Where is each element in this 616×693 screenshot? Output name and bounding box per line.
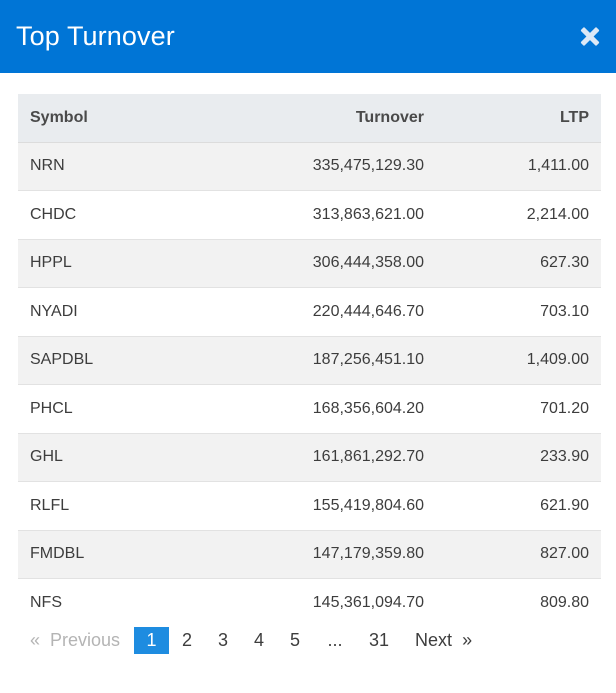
cell-turnover: 155,419,804.60: [312, 496, 424, 514]
cell-symbol: NRN: [30, 157, 65, 175]
page-2-button[interactable]: 2: [182, 629, 193, 650]
page-5-button[interactable]: 5: [290, 629, 301, 650]
cell-turnover: 313,863,621.00: [312, 205, 424, 223]
next-page-button[interactable]: Next »: [415, 630, 472, 651]
page-3-button[interactable]: 3: [218, 629, 229, 650]
pagination-ellipsis: ...: [327, 629, 343, 650]
cell-symbol: NYADI: [30, 302, 78, 320]
cell-symbol: HPPL: [30, 254, 72, 272]
table-row[interactable]: RLFL 155,419,804.60 621.90: [18, 481, 601, 530]
cell-symbol: NFS: [30, 593, 62, 611]
cell-ltp: 701.20: [540, 399, 589, 417]
table-row[interactable]: SAPDBL 187,256,451.10 1,409.00: [18, 336, 601, 385]
page-4-button[interactable]: 4: [254, 629, 265, 650]
page-1-button[interactable]: 1: [134, 626, 170, 654]
cell-turnover: 147,179,359.80: [312, 545, 424, 563]
cell-turnover: 161,861,292.70: [312, 448, 424, 466]
pagination: « Previous 1 2 3 4 5 ... 31 Next »: [18, 626, 472, 654]
modal-header: Top Turnover: [0, 0, 616, 73]
cell-ltp: 703.10: [540, 302, 589, 320]
next-label: Next: [415, 629, 453, 650]
cell-turnover: 168,356,604.20: [312, 399, 424, 417]
previous-arrow-icon: «: [30, 629, 41, 650]
table-row[interactable]: GHL 161,861,292.70 233.90: [18, 433, 601, 482]
cell-symbol: SAPDBL: [30, 351, 94, 369]
turnover-table: Symbol Turnover LTP NRN 335,475,129.30 1,4…: [18, 94, 601, 614]
cell-ltp: 2,214.00: [526, 205, 589, 223]
previous-label: Previous: [50, 629, 121, 650]
cell-ltp: 1,411.00: [527, 157, 589, 175]
table-row[interactable]: PHCL 168,356,604.20 701.20: [18, 384, 601, 433]
modal-title: Top Turnover: [16, 21, 175, 51]
cell-turnover: 145,361,094.70: [312, 593, 424, 611]
cell-ltp: 627.30: [540, 254, 589, 272]
next-arrow-icon: »: [462, 629, 473, 650]
column-header-symbol[interactable]: Symbol: [18, 94, 188, 143]
close-icon[interactable]: [578, 25, 602, 49]
column-header-turnover[interactable]: Turnover: [188, 94, 436, 143]
cell-turnover: 220,444,646.70: [312, 302, 424, 320]
table-row[interactable]: HPPL 306,444,358.00 627.30: [18, 239, 601, 288]
cell-symbol: GHL: [30, 448, 63, 466]
cell-turnover: 187,256,451.10: [312, 351, 424, 369]
table-row[interactable]: NRN 335,475,129.30 1,411.00: [18, 142, 601, 191]
cell-turnover: 335,475,129.30: [312, 157, 424, 175]
table-row[interactable]: NFS 145,361,094.70 809.80: [18, 578, 601, 614]
cell-ltp: 1,409.00: [526, 351, 589, 369]
cell-symbol: FMDBL: [30, 545, 85, 563]
cell-ltp: 621.90: [540, 496, 589, 514]
column-header-ltp[interactable]: LTP: [436, 94, 601, 143]
cell-turnover: 306,444,358.00: [312, 254, 424, 272]
cell-symbol: PHCL: [30, 399, 73, 417]
previous-page-button: « Previous: [30, 630, 120, 651]
turnover-table-container[interactable]: Symbol Turnover LTP NRN 335,475,129.30 1,4…: [18, 94, 601, 614]
cell-symbol: RLFL: [30, 496, 70, 514]
cell-symbol: CHDC: [30, 205, 77, 223]
cell-ltp: 827.00: [540, 545, 589, 563]
cell-ltp: 233.90: [540, 448, 589, 466]
table-row[interactable]: NYADI 220,444,646.70 703.10: [18, 287, 601, 336]
table-header-row: Symbol Turnover LTP: [18, 94, 601, 143]
table-row[interactable]: FMDBL 147,179,359.80 827.00: [18, 530, 601, 579]
page-last-button[interactable]: 31: [369, 629, 390, 650]
table-row[interactable]: CHDC 313,863,621.00 2,214.00: [18, 190, 601, 239]
cell-ltp: 809.80: [540, 593, 589, 611]
